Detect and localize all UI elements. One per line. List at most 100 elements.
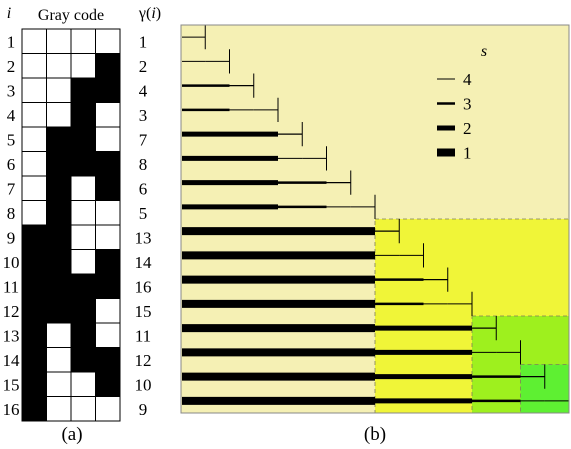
gray-bit-cell-one [21,322,47,348]
row-index-label: 11 [3,277,19,296]
gray-bit-cell-zero [95,102,121,128]
gray-bit-cell-zero [46,347,72,373]
gamma-value-label: 13 [135,228,152,247]
gray-bit-cell-zero [95,396,121,422]
gray-bit-cell-one [46,298,72,324]
row-index-label: 3 [7,81,16,100]
gray-bit-cell-one [95,151,121,177]
gamma-value-label: 1 [139,32,148,51]
gamma-value-label: 5 [139,204,148,223]
gray-bit-cell-zero [95,126,121,152]
gray-bit-cell-zero [21,102,47,128]
gamma-value-label: 12 [135,351,152,370]
gray-bit-cell-one [21,224,47,250]
row-index-label: 12 [3,302,20,321]
gray-bit-cell-zero [70,53,96,79]
row-index-label: 7 [7,179,16,198]
gray-bit-cell-zero [70,396,96,422]
row-index-label: 4 [7,106,16,125]
gray-bit-cell-one [46,151,72,177]
row-index-label: 5 [7,130,16,149]
gray-bit-cell-one [95,175,121,201]
caption-a: (a) [61,424,82,445]
diagram-frame [180,24,570,414]
row-index-label: 10 [3,253,20,272]
gray-bit-cell-zero [21,77,47,103]
gamma-value-label: 6 [139,179,148,198]
gray-bit-cell-one [95,347,121,373]
gray-bit-cell-one [21,396,47,422]
gray-bit-cell-one [95,371,121,397]
gray-bit-cell-one [21,249,47,275]
gray-bit-cell-one [95,249,121,275]
gray-bit-cell-zero [95,224,121,250]
row-index-label: 15 [3,375,20,394]
gray-bit-cell-one [46,126,72,152]
gray-bit-cell-one [21,298,47,324]
gamma-value-label: 11 [135,326,151,345]
gray-bit-cell-zero [21,28,47,54]
gray-bit-cell-zero [95,322,121,348]
row-index-label: 9 [7,228,16,247]
legend-label: 2 [463,119,472,138]
gray-bit-cell-zero [46,102,72,128]
gray-bit-cell-one [21,371,47,397]
col-gamma-header: γ(i) [138,5,161,22]
gray-bit-cell-one [70,126,96,152]
col-gray-header: Gray code [38,7,104,24]
gray-bit-cell-one [46,175,72,201]
gray-bit-cell-zero [70,28,96,54]
gamma-value-label: 3 [139,106,148,125]
row-index-label: 8 [7,204,16,223]
row-index-label: 6 [7,155,16,174]
gamma-value-label: 7 [139,130,148,149]
row-index-label: 16 [3,400,20,419]
gray-bit-cell-zero [46,77,72,103]
gray-bit-cell-one [46,224,72,250]
gray-bit-cell-zero [21,175,47,201]
gray-bit-cell-one [70,298,96,324]
gray-bit-cell-one [95,53,121,79]
gray-bit-cell-zero [95,200,121,226]
gray-bit-cell-one [46,200,72,226]
gamma-value-label: 15 [135,302,152,321]
caption-b: (b) [364,424,386,445]
gamma-value-label: 4 [139,81,148,100]
gray-bit-cell-zero [21,53,47,79]
gray-bit-cell-zero [95,298,121,324]
row-index-label: 1 [7,32,16,51]
legend-label: 1 [463,144,472,163]
gray-bit-cell-zero [46,28,72,54]
gray-bit-cell-zero [46,322,72,348]
gray-bit-cell-zero [95,28,121,54]
gray-bit-cell-zero [70,200,96,226]
gray-bit-cell-one [46,249,72,275]
gray-bit-cell-zero [21,126,47,152]
gamma-value-label: 10 [135,375,152,394]
legend-label: 3 [463,95,472,114]
gray-bit-cell-one [95,77,121,103]
legend: s 4 3 2 1 [437,43,487,163]
gamma-value-label: 2 [139,57,148,76]
gamma-value-label: 14 [135,253,153,272]
gray-bit-cell-zero [46,371,72,397]
gray-bit-cell-one [70,102,96,128]
gray-bit-cell-one [70,347,96,373]
gray-bit-cell-zero [46,396,72,422]
gamma-value-label: 16 [135,277,152,296]
gray-bit-cell-one [21,347,47,373]
staircase-diagram [180,24,570,414]
row-index-label: 13 [3,326,20,345]
gamma-value-label: 8 [139,155,148,174]
gray-bit-cell-one [95,273,121,299]
gamma-value-label: 9 [139,400,148,419]
gray-bit-cell-one [21,273,47,299]
gray-bit-cell-one [70,273,96,299]
legend-title: s [481,43,487,60]
row-index-label: 2 [7,57,16,76]
gray-bit-cell-zero [46,53,72,79]
legend-label: 4 [463,70,472,89]
gray-bit-cell-zero [70,371,96,397]
